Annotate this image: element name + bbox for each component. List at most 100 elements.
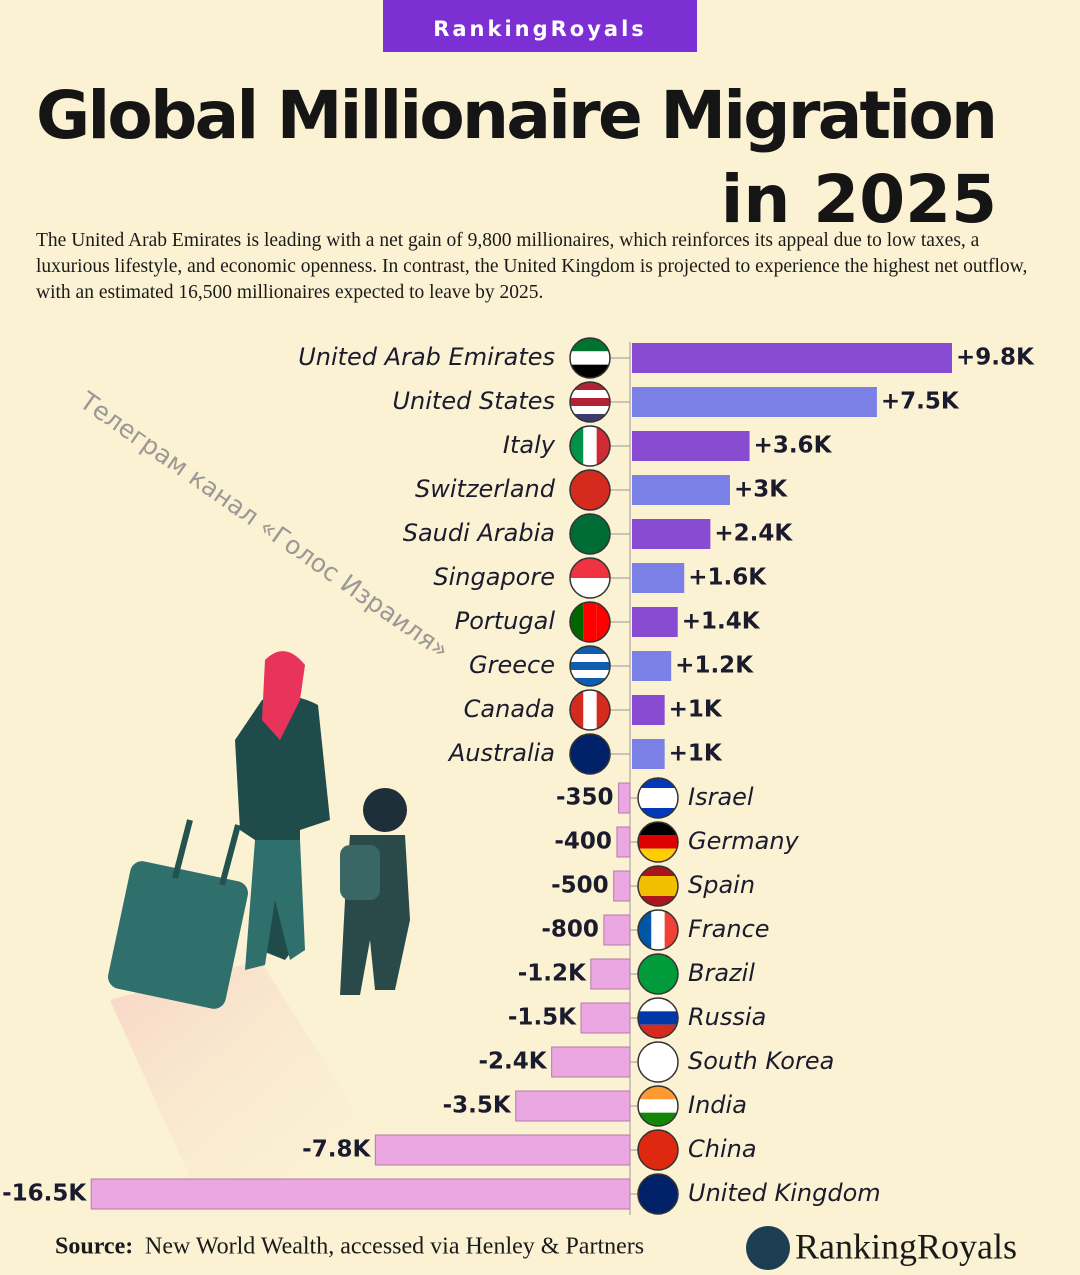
flag (638, 1130, 678, 1170)
bar (613, 870, 631, 902)
bar (618, 782, 631, 814)
flag (570, 734, 610, 774)
flag-border (569, 645, 611, 687)
flag-border (637, 821, 679, 863)
flag (570, 514, 610, 554)
flag-stripe (570, 390, 610, 398)
woman-legs (245, 840, 305, 970)
flag-border (569, 733, 611, 775)
value-label: +9.8K (956, 345, 1035, 371)
bar (616, 826, 631, 858)
category-label: France (688, 915, 770, 943)
title-line: in 2025 (721, 161, 997, 238)
flag (570, 382, 610, 422)
flag-stripe (638, 896, 678, 906)
flag (638, 1174, 678, 1214)
category-label: Switzerland (415, 475, 556, 503)
flag-border (637, 777, 679, 819)
flag-stripe (651, 910, 665, 950)
logo-text: RankingRoyals (795, 1226, 1017, 1266)
bar (515, 1090, 631, 1122)
bar (632, 695, 665, 725)
suitcase-handle (219, 824, 241, 886)
flag-stripe (638, 778, 678, 788)
value-label: -3.5K (443, 1093, 512, 1119)
flag-stripe (583, 426, 597, 466)
flag-border (637, 997, 679, 1039)
flag-stripe (583, 690, 597, 730)
category-label: United States (392, 387, 555, 415)
flag-stripe (583, 602, 597, 642)
bar (632, 739, 665, 769)
suitcase-handle (172, 819, 193, 879)
flag-stripe (638, 876, 678, 886)
category-label: Australia (447, 739, 555, 767)
category-label: Singapore (433, 563, 555, 591)
watermark: Телеграм канал «Голос Израиля» (74, 386, 455, 665)
value-label: +2.4K (714, 521, 793, 547)
flag-border (637, 865, 679, 907)
flag-border (637, 1085, 679, 1127)
category-label: Portugal (455, 607, 556, 635)
flag-border (637, 953, 679, 995)
subtitle: The United Arab Emirates is leading with… (36, 230, 1028, 303)
child-backpack (340, 845, 380, 900)
category-label: Canada (464, 695, 555, 723)
value-label: -350 (556, 785, 614, 811)
category-label: South Korea (688, 1047, 834, 1075)
bar (374, 1134, 631, 1166)
value-label: +3K (734, 477, 788, 503)
bar (90, 1178, 631, 1210)
category-label: India (688, 1091, 747, 1119)
value-label: +1.2K (675, 653, 754, 679)
shadow (110, 960, 380, 1200)
value-label: -800 (541, 917, 599, 943)
bar (603, 914, 631, 946)
flag-stripe (638, 835, 678, 849)
value-label: +1K (669, 741, 723, 767)
flag-stripe (638, 866, 678, 876)
woman-hair (262, 651, 305, 740)
flag-stripe (570, 406, 610, 414)
source-label: Source: (55, 1234, 133, 1260)
category-label: China (688, 1135, 757, 1163)
bar (632, 651, 672, 681)
suitcase (108, 861, 248, 1009)
flag-stripe (638, 954, 678, 994)
flag-border (637, 1041, 679, 1083)
flag (570, 558, 610, 598)
value-label: +1K (669, 697, 723, 723)
flag-stripe (638, 798, 678, 808)
category-label: Brazil (688, 959, 755, 987)
category-label: United Arab Emirates (298, 343, 555, 371)
flag (638, 954, 678, 994)
flag-border (569, 381, 611, 423)
flag-stripe (570, 678, 610, 686)
flag-stripe (570, 646, 610, 654)
category-label: Russia (688, 1003, 766, 1031)
category-label: Spain (688, 871, 755, 899)
flag (638, 778, 678, 818)
flag-border (637, 909, 679, 951)
bar (632, 607, 678, 637)
flag-stripe (638, 1130, 678, 1170)
value-label: -16.5K (2, 1181, 87, 1207)
flag-stripe (570, 578, 610, 598)
flag-stripe (570, 351, 610, 365)
flag (638, 866, 678, 906)
bar (580, 1002, 631, 1034)
bar (632, 387, 877, 417)
child-head (363, 788, 407, 832)
flag-stripe (570, 514, 610, 554)
flag (570, 646, 610, 686)
bar (632, 519, 711, 549)
flag-border (637, 1129, 679, 1171)
category-label: Germany (688, 827, 800, 855)
flag-stripe (638, 808, 678, 818)
illustration (108, 651, 410, 1200)
category-label: Israel (688, 783, 754, 811)
flag-stripe (570, 470, 610, 510)
value-label: +3.6K (754, 433, 833, 459)
